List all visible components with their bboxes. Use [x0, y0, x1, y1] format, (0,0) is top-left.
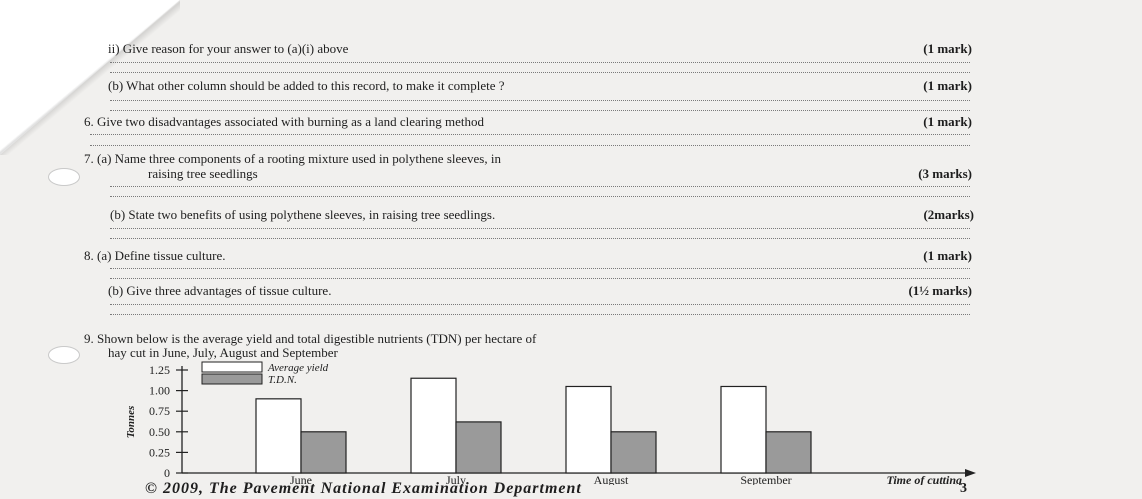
question-8b: (b) Give three advantages of tissue cult…: [108, 283, 332, 298]
answer-line: [110, 62, 970, 63]
marks-5a-ii: (1 mark): [923, 41, 972, 56]
question-6: 6. Give two disadvantages associated wit…: [84, 114, 485, 129]
bar-t-d-n-august: [610, 431, 657, 474]
answer-line: [110, 110, 970, 111]
legend-label: Average yield: [267, 362, 329, 374]
x-tick-label: September: [740, 473, 791, 485]
punch-hole-top: [48, 168, 80, 186]
fold-shadow: [0, 0, 180, 155]
legend-swatch: [201, 361, 263, 373]
bar-t-d-n-july: [455, 421, 502, 474]
x-tick-label: June: [290, 473, 312, 485]
question-8a: 8. (a) Define tissue culture.: [84, 248, 226, 263]
answer-line: [110, 314, 970, 315]
answer-line: [110, 228, 970, 229]
answer-line: [110, 238, 970, 239]
marks-8b: (1½ marks): [908, 283, 972, 298]
answer-line: [110, 72, 970, 73]
answer-line: [110, 278, 970, 279]
marks-7a: (3 marks): [918, 166, 972, 181]
bar-average-yield-september: [720, 385, 767, 474]
yield-tdn-bar-chart: 1.25 1.00 0.75 0.50 0.25 0 Tonnes June July Augus…: [125, 361, 976, 485]
legend-label: T.D.N.: [268, 374, 297, 386]
y-tick-label: 0.25: [149, 445, 170, 459]
legend-swatch: [201, 373, 263, 385]
question-9: 9. Shown below is the average yield and …: [84, 331, 537, 346]
y-tick-label: 0: [164, 466, 170, 480]
question-5a-ii: ii) Give reason for your answer to (a)(i…: [108, 41, 349, 56]
x-tick-label: August: [594, 473, 629, 485]
bar-average-yield-june: [255, 398, 302, 474]
y-tick-label: 1.25: [149, 363, 170, 377]
answer-line: [110, 268, 970, 269]
answer-line: [90, 134, 970, 135]
answer-line: [110, 196, 970, 197]
marks-7b: (2marks): [923, 207, 974, 222]
page-number: 3: [960, 481, 967, 496]
y-tick-label: 1.00: [149, 384, 170, 398]
y-tick-label: 0.75: [149, 404, 170, 418]
answer-line: [110, 100, 970, 101]
x-axis-label: Time of cutting: [886, 473, 962, 485]
question-9-continued: hay cut in June, July, August and Septem…: [108, 345, 338, 360]
bar-average-yield-august: [565, 385, 612, 474]
x-axis-arrow: [965, 469, 976, 477]
punch-hole-bottom: [48, 346, 80, 364]
marks-6: (1 mark): [923, 114, 972, 129]
x-tick-label: July: [446, 473, 466, 485]
footer-copyright: © 2009, The Pavement National Examinatio…: [145, 480, 582, 497]
answer-line: [110, 186, 970, 187]
y-axis-label: Tonnes: [125, 406, 137, 439]
answer-line: [110, 304, 970, 305]
bar-average-yield-july: [410, 377, 457, 474]
y-tick-label: 0.50: [149, 425, 170, 439]
bar-t-d-n-september: [765, 431, 812, 474]
bar-t-d-n-june: [300, 431, 347, 474]
question-5b: (b) What other column should be added to…: [108, 78, 505, 93]
question-7a-continued: raising tree seedlings: [148, 166, 258, 181]
marks-8a: (1 mark): [923, 248, 972, 263]
folded-corner: [0, 0, 180, 155]
marks-5b: (1 mark): [923, 78, 972, 93]
answer-line: [90, 145, 970, 146]
question-7a: 7. (a) Name three components of a rootin…: [84, 151, 501, 166]
question-7b: (b) State two benefits of using polythen…: [110, 207, 496, 222]
